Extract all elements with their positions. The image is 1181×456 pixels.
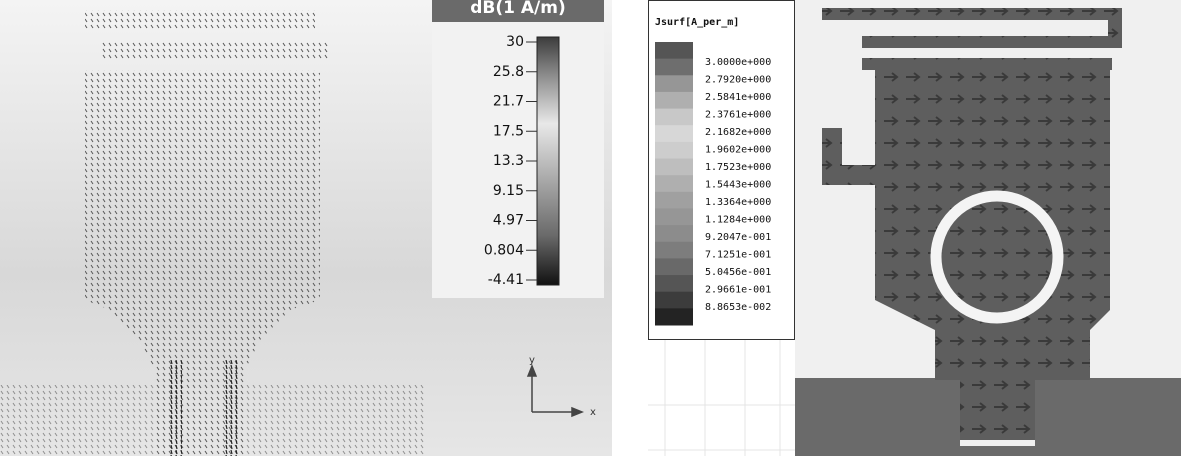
colorbar-header	[432, 0, 604, 22]
colorbar-label: 17.5	[493, 123, 524, 139]
colorbar-label: 0.804	[484, 242, 524, 258]
feed-port	[960, 440, 1035, 446]
legend-label: 5.0456e-001	[705, 267, 771, 278]
legend-label: 1.3364e+000	[705, 197, 771, 208]
legend-swatch	[655, 175, 693, 193]
colorbar-label: 21.7	[493, 94, 524, 110]
legend-swatch	[655, 241, 693, 259]
legend-swatch	[655, 225, 693, 243]
legend-swatch	[655, 191, 693, 209]
legend-swatch	[655, 158, 693, 176]
legend-label: 1.9602e+000	[705, 145, 771, 156]
right-antenna	[822, 8, 1122, 445]
legend-label: 1.5443e+000	[705, 180, 771, 191]
legend-swatch	[655, 42, 693, 60]
legend-label: 1.7523e+000	[705, 162, 771, 173]
legend-label: 1.1284e+000	[705, 215, 771, 226]
colorbar-label: 9.15	[493, 183, 524, 199]
legend-swatch	[655, 75, 693, 93]
background-grid	[648, 340, 795, 456]
colorbar-panel	[432, 0, 604, 298]
legend-label: 2.1682e+000	[705, 127, 771, 138]
axis-label-y: y	[529, 355, 535, 366]
colorbar-label: 13.3	[493, 153, 524, 169]
legend-swatch	[655, 141, 693, 160]
left-antenna	[0, 10, 425, 456]
legend-swatch	[655, 208, 693, 226]
ring-slot	[930, 190, 1064, 324]
legend-swatches	[655, 42, 693, 326]
axis-triad	[526, 363, 585, 418]
legend-label: 2.5841e+000	[705, 92, 771, 103]
legend-label: 7.1251e-001	[705, 250, 771, 261]
colorbar-labels: 30 25.8 21.7 17.5 13.3 9.15 4.97 0.804 -4.41	[484, 34, 537, 288]
legend-swatch	[655, 108, 693, 126]
axis-label-x: x	[590, 407, 596, 418]
colorbar-title: dB(1 A/m)	[470, 0, 566, 18]
colorbar-label: -4.41	[488, 272, 524, 288]
legend-swatch	[655, 258, 693, 276]
legend-swatch	[655, 125, 693, 143]
legend-label: 3.0000e+000	[705, 57, 771, 68]
colorbar-label: 30	[506, 34, 524, 50]
legend-label: 2.3761e+000	[705, 110, 771, 121]
legend-title: Jsurf[A_per_m]	[655, 17, 739, 28]
colorbar-label: 4.97	[493, 213, 524, 229]
legend-labels: 3.0000e+000 2.7920e+000 2.5841e+000 2.3761e…	[705, 57, 771, 313]
legend-swatch	[655, 275, 693, 293]
colorbar-label: 25.8	[493, 64, 524, 80]
legend-swatch	[655, 91, 693, 110]
legend-swatch	[655, 291, 693, 309]
legend-label: 9.2047e-001	[705, 232, 771, 243]
legend-swatch	[655, 308, 693, 326]
legend-label: 2.9661e-001	[705, 285, 771, 296]
legend-label: 8.8653e-002	[705, 302, 771, 313]
colorbar	[536, 36, 560, 286]
legend-label: 2.7920e+000	[705, 75, 771, 86]
legend-swatch	[655, 58, 693, 76]
